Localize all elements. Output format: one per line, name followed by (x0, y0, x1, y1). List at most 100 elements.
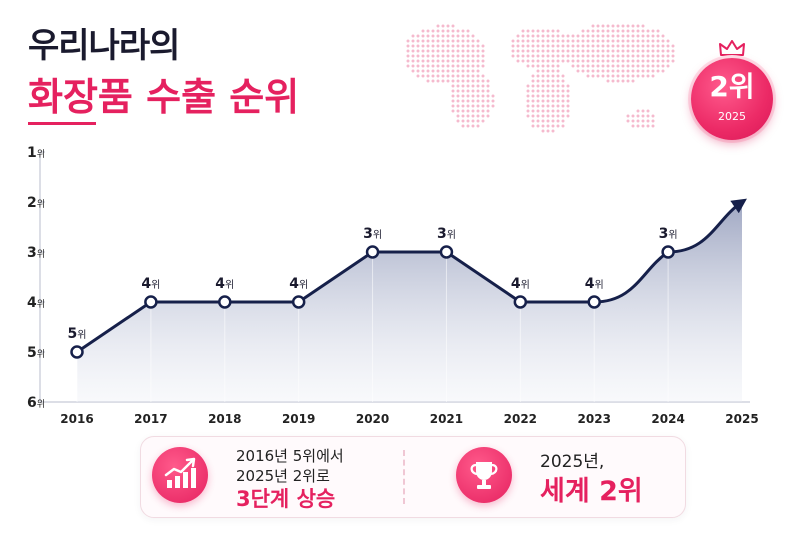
map-dot (636, 29, 640, 33)
map-dot (426, 74, 430, 78)
map-dot (451, 94, 455, 98)
map-dot (561, 59, 565, 63)
map-dot (406, 64, 410, 68)
map-dot (561, 114, 565, 118)
map-dot (596, 29, 600, 33)
x-tick-label: 2019 (282, 412, 315, 426)
map-dot (411, 59, 415, 63)
map-dot (641, 29, 645, 33)
rank-point-2019 (291, 295, 306, 309)
map-dot (526, 64, 530, 68)
map-dot (541, 109, 545, 113)
map-dot (526, 104, 530, 108)
map-dot (656, 39, 660, 43)
map-dot (531, 64, 535, 68)
map-dot (551, 29, 555, 33)
map-dot (481, 119, 485, 123)
map-dot (631, 49, 635, 53)
y-tick-label: 1위 (27, 145, 45, 161)
map-dot (626, 59, 630, 63)
map-dot (416, 64, 420, 68)
map-dot (461, 44, 465, 48)
map-dot (596, 34, 600, 38)
map-dot (636, 69, 640, 73)
map-dot (586, 39, 590, 43)
map-dot (526, 114, 530, 118)
map-dot (601, 29, 605, 33)
crown-icon (719, 40, 745, 56)
map-dot (626, 54, 630, 58)
map-dot (626, 29, 630, 33)
point-label-2022: 4위 (511, 276, 530, 292)
map-dot (671, 44, 675, 48)
map-dot (661, 39, 665, 43)
map-dot (616, 74, 620, 78)
map-dot (636, 109, 640, 113)
map-dot (601, 69, 605, 73)
map-dot (471, 119, 475, 123)
map-dot (556, 59, 560, 63)
map-dot (661, 59, 665, 63)
map-dot (521, 39, 525, 43)
map-dot (616, 44, 620, 48)
point-label-2021: 3위 (437, 226, 456, 242)
map-dot (621, 24, 625, 28)
map-dot (491, 94, 495, 98)
map-dot (466, 49, 470, 53)
map-dot (416, 44, 420, 48)
map-dot (541, 114, 545, 118)
map-dot (586, 64, 590, 68)
map-dot (431, 59, 435, 63)
map-dot (596, 54, 600, 58)
map-dot (651, 54, 655, 58)
map-dot (476, 79, 480, 83)
map-dot (531, 49, 535, 53)
map-dot (641, 59, 645, 63)
map-dot (436, 69, 440, 73)
map-dot (421, 49, 425, 53)
map-dot (631, 69, 635, 73)
map-dot (621, 59, 625, 63)
map-dot (451, 99, 455, 103)
map-dot (461, 109, 465, 113)
map-dot (636, 54, 640, 58)
map-dot (546, 64, 550, 68)
map-dot (536, 119, 540, 123)
map-dot (536, 69, 540, 73)
rank-badge: 2위 2025 (691, 58, 773, 140)
map-dot (666, 59, 670, 63)
map-dot (461, 39, 465, 43)
point-label-2018: 4위 (215, 276, 234, 292)
map-dot (441, 39, 445, 43)
map-dot (451, 34, 455, 38)
map-dot (596, 24, 600, 28)
x-tick-label: 2016 (60, 412, 93, 426)
map-dot (551, 79, 555, 83)
map-dot (636, 44, 640, 48)
map-dot (451, 54, 455, 58)
map-dot (466, 84, 470, 88)
map-dot (426, 44, 430, 48)
summary-right-line-1: 2025년, (540, 452, 605, 472)
map-dot (621, 69, 625, 73)
map-dot (456, 74, 460, 78)
map-dot (551, 109, 555, 113)
map-dot (616, 64, 620, 68)
map-dot (571, 64, 575, 68)
map-dot (456, 94, 460, 98)
map-dot (531, 44, 535, 48)
map-dot (416, 59, 420, 63)
map-dot (581, 49, 585, 53)
map-dot (461, 99, 465, 103)
map-dot (476, 84, 480, 88)
map-dot (651, 39, 655, 43)
map-dot (431, 64, 435, 68)
map-dot (546, 104, 550, 108)
map-dot (446, 69, 450, 73)
map-dot (531, 54, 535, 58)
map-dot (456, 109, 460, 113)
map-dot (466, 34, 470, 38)
map-dot (436, 29, 440, 33)
map-dot (606, 39, 610, 43)
map-dot (611, 44, 615, 48)
